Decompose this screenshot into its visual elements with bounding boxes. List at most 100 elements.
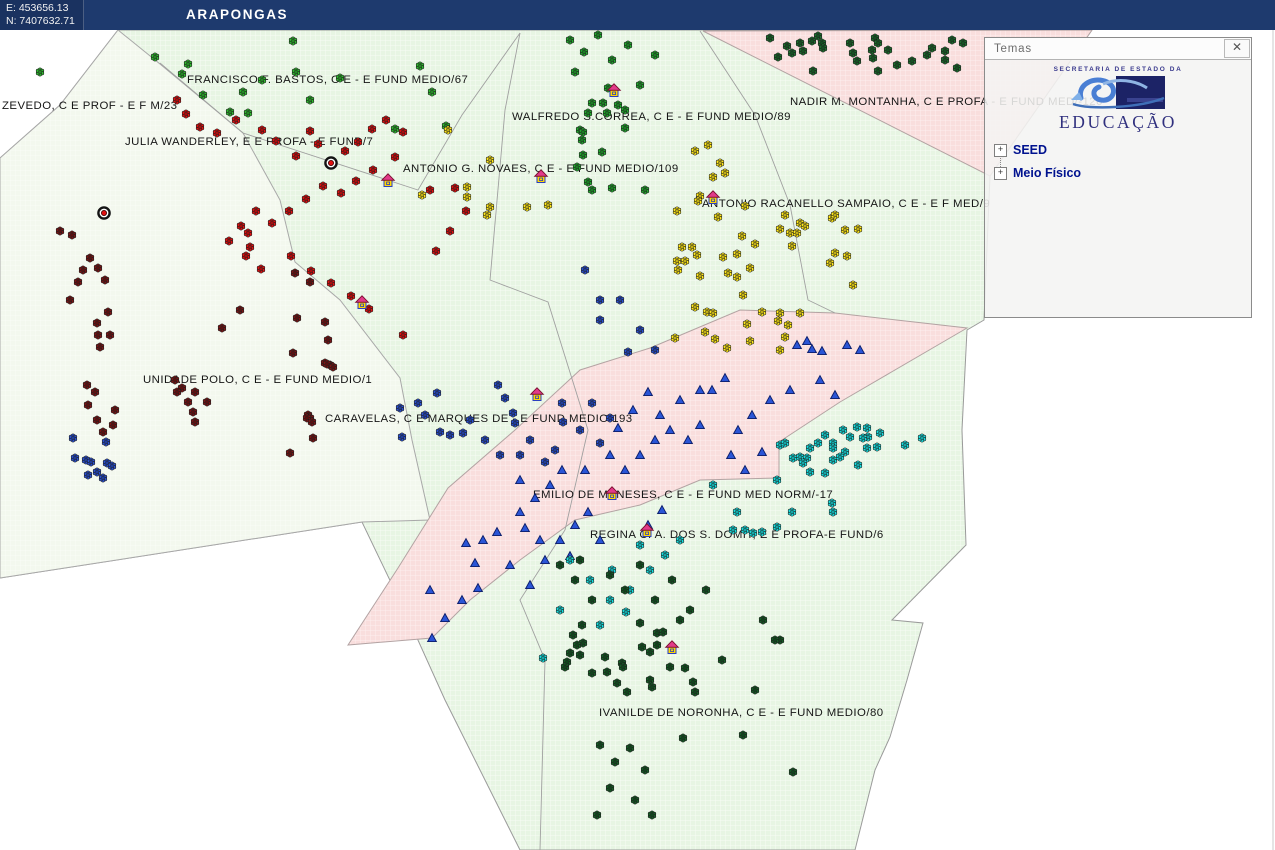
student-marker[interactable] xyxy=(243,228,253,238)
student-marker[interactable] xyxy=(952,63,962,73)
student-marker[interactable] xyxy=(795,308,805,318)
student-marker[interactable] xyxy=(710,334,720,344)
student-marker[interactable] xyxy=(593,30,603,40)
student-marker[interactable] xyxy=(750,239,760,249)
student-marker[interactable] xyxy=(190,387,200,397)
student-marker[interactable] xyxy=(605,570,615,580)
student-marker[interactable] xyxy=(83,400,93,410)
student-marker[interactable] xyxy=(172,387,182,397)
student-marker[interactable] xyxy=(830,248,840,258)
student-marker[interactable] xyxy=(465,415,475,425)
student-marker[interactable] xyxy=(680,663,690,673)
student-marker[interactable] xyxy=(840,225,850,235)
student-marker[interactable] xyxy=(602,667,612,677)
student-marker[interactable] xyxy=(720,168,730,178)
student-marker[interactable] xyxy=(678,733,688,743)
student-marker[interactable] xyxy=(326,278,336,288)
student-marker[interactable] xyxy=(562,657,572,667)
student-marker[interactable] xyxy=(773,52,783,62)
student-marker[interactable] xyxy=(623,347,633,357)
student-marker[interactable] xyxy=(805,443,815,453)
student-marker[interactable] xyxy=(637,642,647,652)
student-marker[interactable] xyxy=(462,182,472,192)
student-marker[interactable] xyxy=(570,575,580,585)
student-marker[interactable] xyxy=(673,265,683,275)
student-marker[interactable] xyxy=(592,810,602,820)
student-marker[interactable] xyxy=(212,128,222,138)
student-marker[interactable] xyxy=(445,226,455,236)
student-marker[interactable] xyxy=(858,433,868,443)
student-marker[interactable] xyxy=(397,432,407,442)
student-marker[interactable] xyxy=(630,795,640,805)
student-marker[interactable] xyxy=(647,810,657,820)
student-marker[interactable] xyxy=(308,433,318,443)
student-marker[interactable] xyxy=(580,265,590,275)
student-marker[interactable] xyxy=(740,201,750,211)
student-marker[interactable] xyxy=(600,652,610,662)
student-marker[interactable] xyxy=(813,438,823,448)
student-marker[interactable] xyxy=(827,498,837,508)
student-marker[interactable] xyxy=(587,398,597,408)
student-marker[interactable] xyxy=(585,575,595,585)
student-marker[interactable] xyxy=(587,185,597,195)
student-marker[interactable] xyxy=(680,256,690,266)
student-marker[interactable] xyxy=(848,48,858,58)
student-marker[interactable] xyxy=(353,137,363,147)
student-marker[interactable] xyxy=(257,125,267,135)
student-marker[interactable] xyxy=(745,263,755,273)
student-marker[interactable] xyxy=(722,343,732,353)
student-marker[interactable] xyxy=(515,450,525,460)
student-marker[interactable] xyxy=(172,95,182,105)
student-marker[interactable] xyxy=(787,48,797,58)
student-marker[interactable] xyxy=(907,56,917,66)
student-marker[interactable] xyxy=(35,67,45,77)
student-marker[interactable] xyxy=(413,398,423,408)
student-marker[interactable] xyxy=(798,46,808,56)
student-marker[interactable] xyxy=(675,615,685,625)
student-marker[interactable] xyxy=(67,230,77,240)
student-marker[interactable] xyxy=(435,427,445,437)
student-marker[interactable] xyxy=(605,595,615,605)
student-marker[interactable] xyxy=(892,60,902,70)
student-marker[interactable] xyxy=(320,317,330,327)
student-marker[interactable] xyxy=(622,687,632,697)
student-marker[interactable] xyxy=(732,507,742,517)
student-marker[interactable] xyxy=(828,455,838,465)
student-marker[interactable] xyxy=(238,87,248,97)
student-marker[interactable] xyxy=(853,460,863,470)
student-marker[interactable] xyxy=(291,151,301,161)
student-marker[interactable] xyxy=(640,185,650,195)
student-marker[interactable] xyxy=(597,147,607,157)
student-marker[interactable] xyxy=(690,146,700,156)
student-marker[interactable] xyxy=(367,124,377,134)
student-marker[interactable] xyxy=(862,423,872,433)
student-marker[interactable] xyxy=(873,66,883,76)
student-marker[interactable] xyxy=(235,305,245,315)
student-marker[interactable] xyxy=(672,206,682,216)
student-marker[interactable] xyxy=(290,268,300,278)
student-marker[interactable] xyxy=(595,438,605,448)
student-marker[interactable] xyxy=(575,650,585,660)
student-marker[interactable] xyxy=(271,136,281,146)
student-marker[interactable] xyxy=(587,668,597,678)
student-marker[interactable] xyxy=(495,450,505,460)
student-marker[interactable] xyxy=(100,275,110,285)
student-marker[interactable] xyxy=(398,330,408,340)
highlighted-marker[interactable] xyxy=(324,156,338,170)
student-marker[interactable] xyxy=(398,127,408,137)
student-marker[interactable] xyxy=(677,242,687,252)
student-marker[interactable] xyxy=(775,308,785,318)
student-marker[interactable] xyxy=(427,87,437,97)
student-marker[interactable] xyxy=(572,162,582,172)
student-marker[interactable] xyxy=(623,40,633,50)
student-marker[interactable] xyxy=(93,330,103,340)
student-marker[interactable] xyxy=(830,210,840,220)
student-marker[interactable] xyxy=(758,615,768,625)
student-marker[interactable] xyxy=(805,467,815,477)
student-marker[interactable] xyxy=(813,31,823,41)
student-marker[interactable] xyxy=(291,67,301,77)
student-marker[interactable] xyxy=(565,648,575,658)
student-marker[interactable] xyxy=(346,291,356,301)
student-marker[interactable] xyxy=(782,41,792,51)
student-marker[interactable] xyxy=(105,330,115,340)
